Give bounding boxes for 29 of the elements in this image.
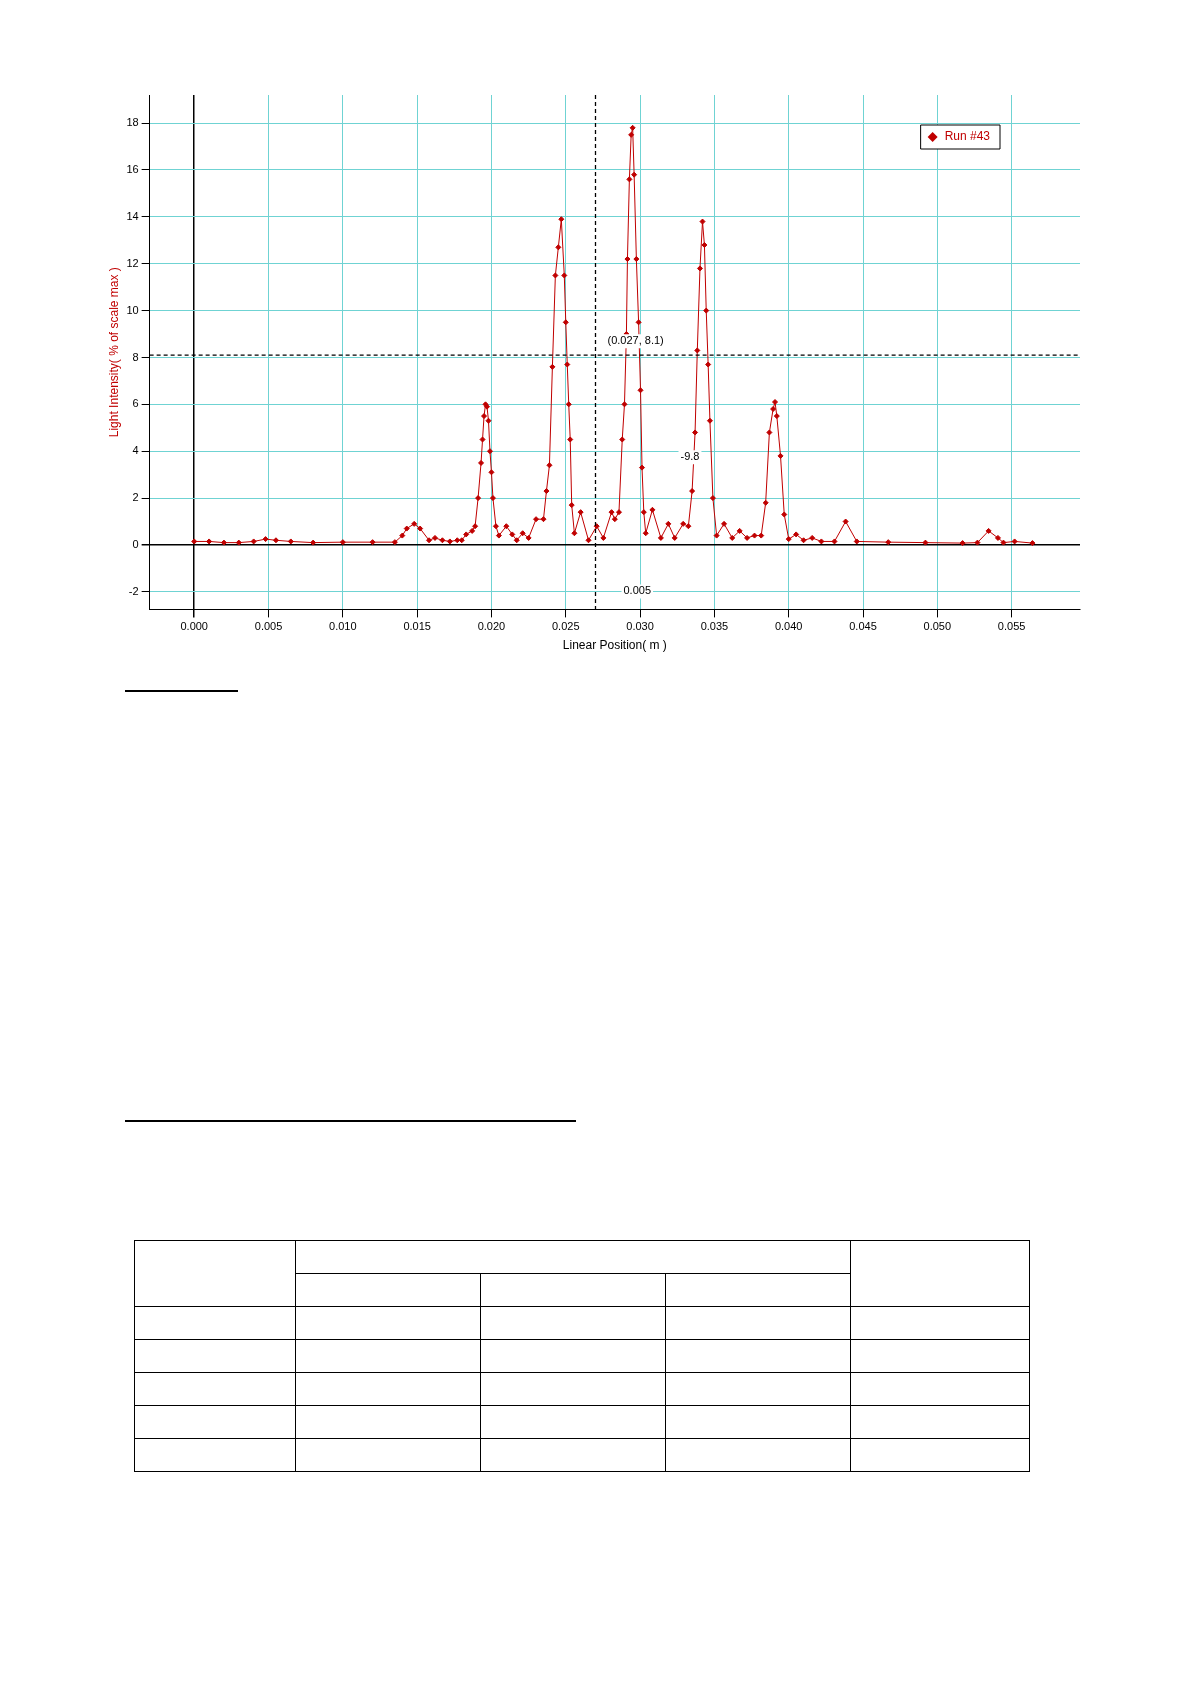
annotation: 0.005 <box>623 584 652 597</box>
x-tick-label: 0.050 <box>923 620 952 633</box>
x-tick-label: 0.030 <box>626 620 654 633</box>
y-tick-label: 14 <box>126 209 139 222</box>
y-tick-label: 2 <box>132 491 139 504</box>
y-tick-label: 0 <box>132 537 139 550</box>
y-tick-label: 12 <box>126 256 139 269</box>
ref-line-label: (0.027, 8.1) <box>607 334 664 347</box>
annotation: -9.8 <box>680 450 700 463</box>
y-tick-label: 4 <box>132 444 139 457</box>
y-tick-label: 8 <box>132 350 139 363</box>
x-tick-label: 0.015 <box>403 620 431 633</box>
y-tick-label: 18 <box>126 116 139 129</box>
y-axis-title: Light Intensity( % of scale max ) <box>106 267 121 438</box>
x-axis-title: Linear Position( m ) <box>562 638 667 653</box>
y-tick-label: 6 <box>132 397 139 410</box>
x-tick-label: 0.040 <box>774 620 803 633</box>
x-tick-label: 0.025 <box>552 620 580 633</box>
x-tick-label: 0.055 <box>997 620 1026 633</box>
x-tick-label: 0.035 <box>700 620 729 633</box>
y-tick-label: -2 <box>128 584 139 597</box>
legend-label: Run #43 <box>944 129 991 144</box>
x-tick-label: 0.010 <box>329 620 357 633</box>
x-tick-label: 0.000 <box>180 620 208 633</box>
x-tick-label: 0.020 <box>477 620 506 633</box>
y-tick-label: 16 <box>126 163 139 176</box>
y-tick-label: 10 <box>126 303 139 316</box>
x-tick-label: 0.045 <box>849 620 877 633</box>
x-tick-label: 0.005 <box>254 620 283 633</box>
